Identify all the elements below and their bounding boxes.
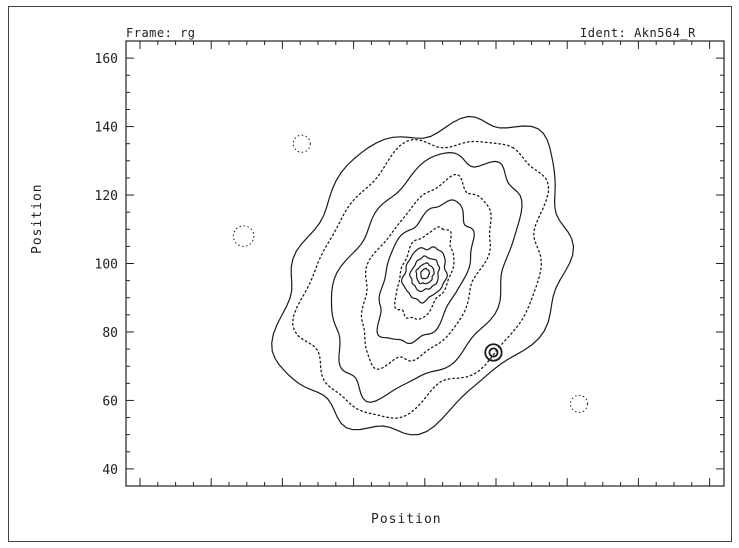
contour-features bbox=[232, 134, 589, 413]
contour-solid bbox=[271, 115, 575, 436]
y-tick-label: 140 bbox=[95, 121, 118, 136]
y-tick-labels: 40 60 80 100 120 140 160 bbox=[95, 52, 118, 478]
y-tick-label: 40 bbox=[102, 463, 118, 478]
blob-contour bbox=[232, 225, 255, 247]
contour-solid bbox=[330, 151, 523, 403]
blob-contour bbox=[569, 394, 589, 413]
y-tick-label: 100 bbox=[95, 258, 118, 273]
y-tick-label: 120 bbox=[95, 189, 118, 204]
contour-dotted bbox=[360, 173, 492, 370]
y-axis-label: Position bbox=[30, 183, 45, 254]
plot-frame bbox=[8, 6, 732, 542]
isophote-contours bbox=[271, 115, 575, 436]
contour-dotted bbox=[291, 138, 550, 419]
contour-solid bbox=[420, 267, 430, 280]
x-axis-label: Position bbox=[371, 512, 442, 527]
axis-ticks bbox=[126, 41, 724, 486]
knot-contour bbox=[484, 343, 503, 362]
contour-solid bbox=[415, 262, 435, 285]
blob-contour bbox=[292, 134, 311, 153]
y-tick-label: 160 bbox=[95, 52, 118, 67]
ident-label: Ident: Akn564_R bbox=[580, 26, 696, 40]
contour-solid bbox=[400, 246, 448, 304]
contour-solid bbox=[376, 199, 475, 345]
contour-dotted bbox=[394, 226, 455, 320]
y-tick-label: 80 bbox=[102, 326, 118, 341]
contour-solid bbox=[409, 255, 441, 293]
y-tick-label: 60 bbox=[102, 394, 118, 409]
knot-contour bbox=[488, 347, 499, 358]
frame-label: Frame: rg bbox=[126, 26, 196, 40]
